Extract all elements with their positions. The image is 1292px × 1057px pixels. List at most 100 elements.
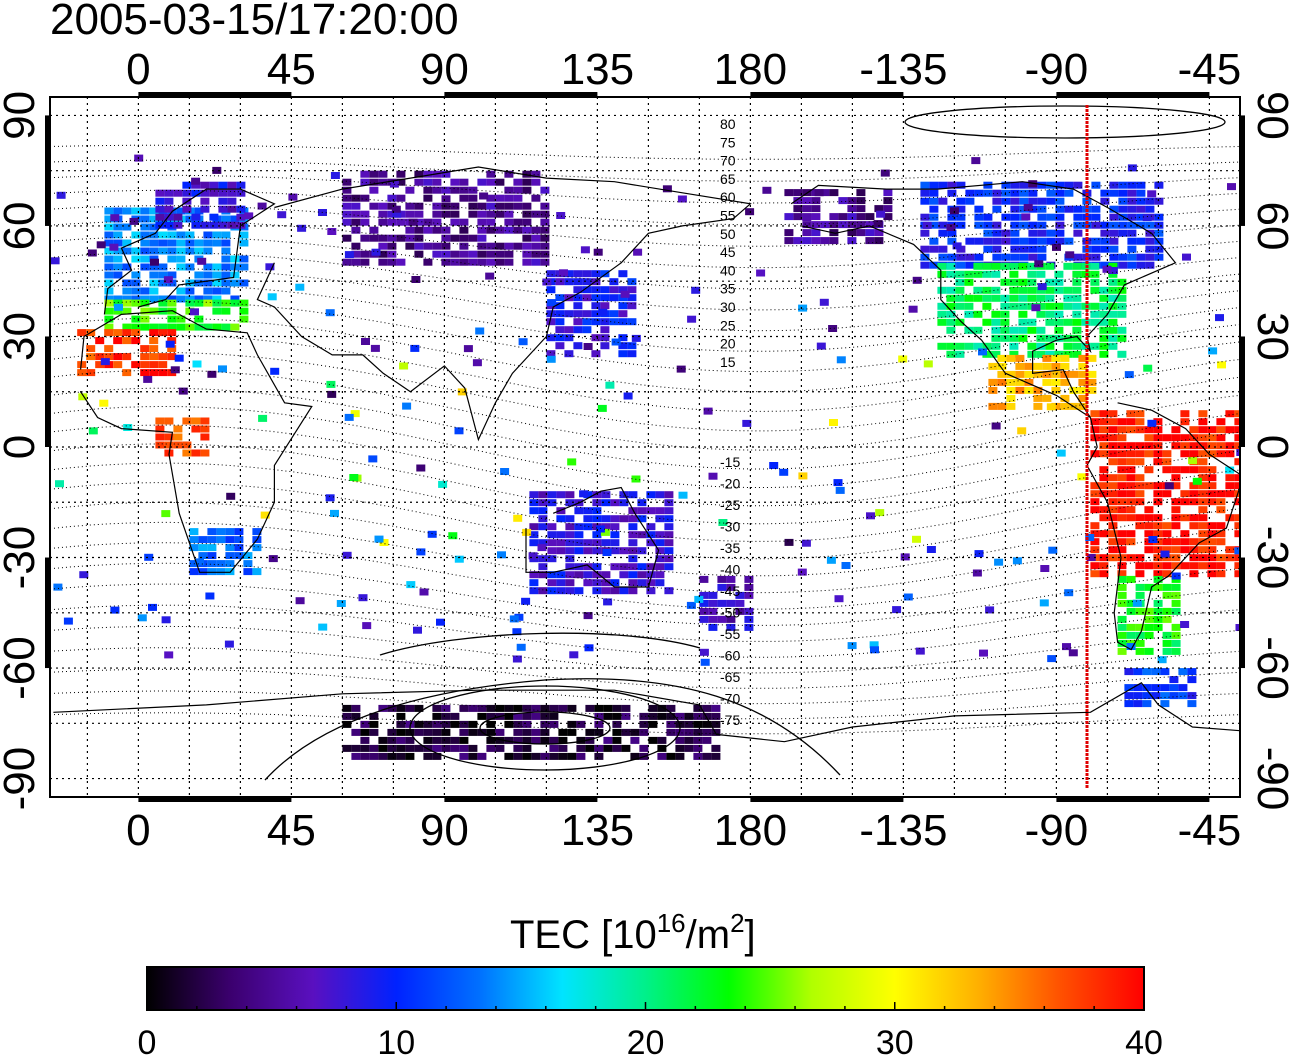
tec-cell <box>234 528 244 536</box>
tec-cell <box>369 186 379 194</box>
tec-cell <box>234 544 244 552</box>
mag-lat-label: 40 <box>720 262 736 278</box>
tec-cell <box>149 247 159 255</box>
tec-cell <box>495 250 505 258</box>
tec-cell <box>1207 546 1217 554</box>
mag-lat-label: 50 <box>720 226 736 242</box>
tec-cell <box>1090 506 1100 514</box>
tec-cell <box>1117 294 1127 302</box>
tec-cell <box>342 178 352 186</box>
tec-cell <box>216 568 226 576</box>
tec-cell <box>522 752 532 760</box>
tec-cell <box>1018 326 1028 334</box>
mag-contour <box>50 647 1240 689</box>
tec-cell <box>1046 229 1056 237</box>
tec-cell <box>387 242 397 250</box>
tec-cell <box>973 294 983 302</box>
tec-cell <box>200 417 210 425</box>
tec-cell <box>666 728 676 736</box>
tec-cell <box>559 269 568 277</box>
tec-cell <box>1073 221 1083 229</box>
tec-cell <box>1180 410 1190 418</box>
coastline <box>1086 402 1240 651</box>
tec-cell <box>450 720 460 728</box>
tec-cell <box>1010 253 1020 261</box>
tec-cell <box>1000 318 1010 326</box>
tec-cell <box>965 253 975 261</box>
tec-cell <box>495 210 505 218</box>
tec-cell <box>96 241 106 249</box>
tec-cell <box>920 213 930 221</box>
tec-cell <box>637 571 647 579</box>
tec-cell <box>239 239 249 247</box>
tec-cell <box>1063 350 1073 358</box>
tec-cell <box>198 568 208 576</box>
tec-cell <box>522 728 532 736</box>
tec-cell <box>547 539 557 547</box>
tec-cell <box>1042 354 1052 362</box>
tec-cell <box>929 237 939 245</box>
mag-lat-label: -30 <box>720 519 740 535</box>
tec-cell <box>873 220 883 228</box>
tec-cell <box>1126 474 1136 482</box>
tec-cell <box>1099 350 1109 358</box>
tec-cell <box>252 568 262 576</box>
tec-cell <box>974 221 984 229</box>
colorbar-tick-label: 0 <box>138 1024 157 1057</box>
lon-label-top: 180 <box>714 45 787 94</box>
tec-cell <box>529 499 539 507</box>
tec-cell <box>531 226 541 234</box>
tec-cell <box>540 210 550 218</box>
tec-cell <box>829 213 839 221</box>
tec-cell <box>432 210 442 218</box>
tec-cell <box>122 329 132 337</box>
tec-cell <box>1154 229 1164 237</box>
tec-cell <box>1023 204 1033 211</box>
tec-cell <box>591 310 601 318</box>
tec-cell <box>230 323 240 331</box>
tec-cell <box>207 552 217 560</box>
tec-cell <box>1160 700 1170 708</box>
tec-cell <box>973 286 983 294</box>
tec-cell <box>63 617 73 625</box>
tec-cell <box>504 202 514 210</box>
tec-cell <box>1056 449 1066 457</box>
tec-cell <box>504 712 514 720</box>
tec-cell <box>378 170 388 178</box>
tec-cell <box>1180 490 1190 498</box>
tec-cell <box>982 262 992 270</box>
tec-cell <box>1006 386 1016 394</box>
tec-cell <box>555 334 565 342</box>
tec-cell <box>212 271 222 279</box>
tec-cell <box>351 210 361 218</box>
tec-cell <box>531 242 541 250</box>
tec-cell <box>167 255 177 263</box>
tec-cell <box>427 530 437 538</box>
tec-cell <box>155 189 165 197</box>
tec-cell <box>1047 655 1057 663</box>
mag-contour <box>50 205 1240 247</box>
tec-cell <box>947 229 957 237</box>
tec-cell <box>955 302 965 310</box>
tec-cell <box>1027 326 1037 334</box>
tec-cell <box>1142 700 1152 708</box>
tec-cell <box>565 491 575 499</box>
mag-contour <box>50 300 1240 373</box>
tec-cell <box>459 258 469 266</box>
tec-cell <box>929 197 939 205</box>
tec-cell <box>1198 426 1208 434</box>
tec-cell <box>1019 197 1029 205</box>
tec-cell <box>546 318 556 326</box>
tec-cell <box>1051 362 1061 370</box>
tec-cell <box>567 704 577 712</box>
tec-cell <box>929 261 939 269</box>
tec-cell <box>1234 562 1240 570</box>
tec-cell <box>1060 394 1070 402</box>
tec-cell <box>819 298 829 306</box>
tec-cell <box>1117 490 1127 498</box>
tec-cell <box>1090 482 1100 490</box>
tec-cell <box>486 202 496 210</box>
tec-cell <box>195 558 204 566</box>
tec-cell <box>1127 164 1137 172</box>
tec-cell <box>459 720 469 728</box>
